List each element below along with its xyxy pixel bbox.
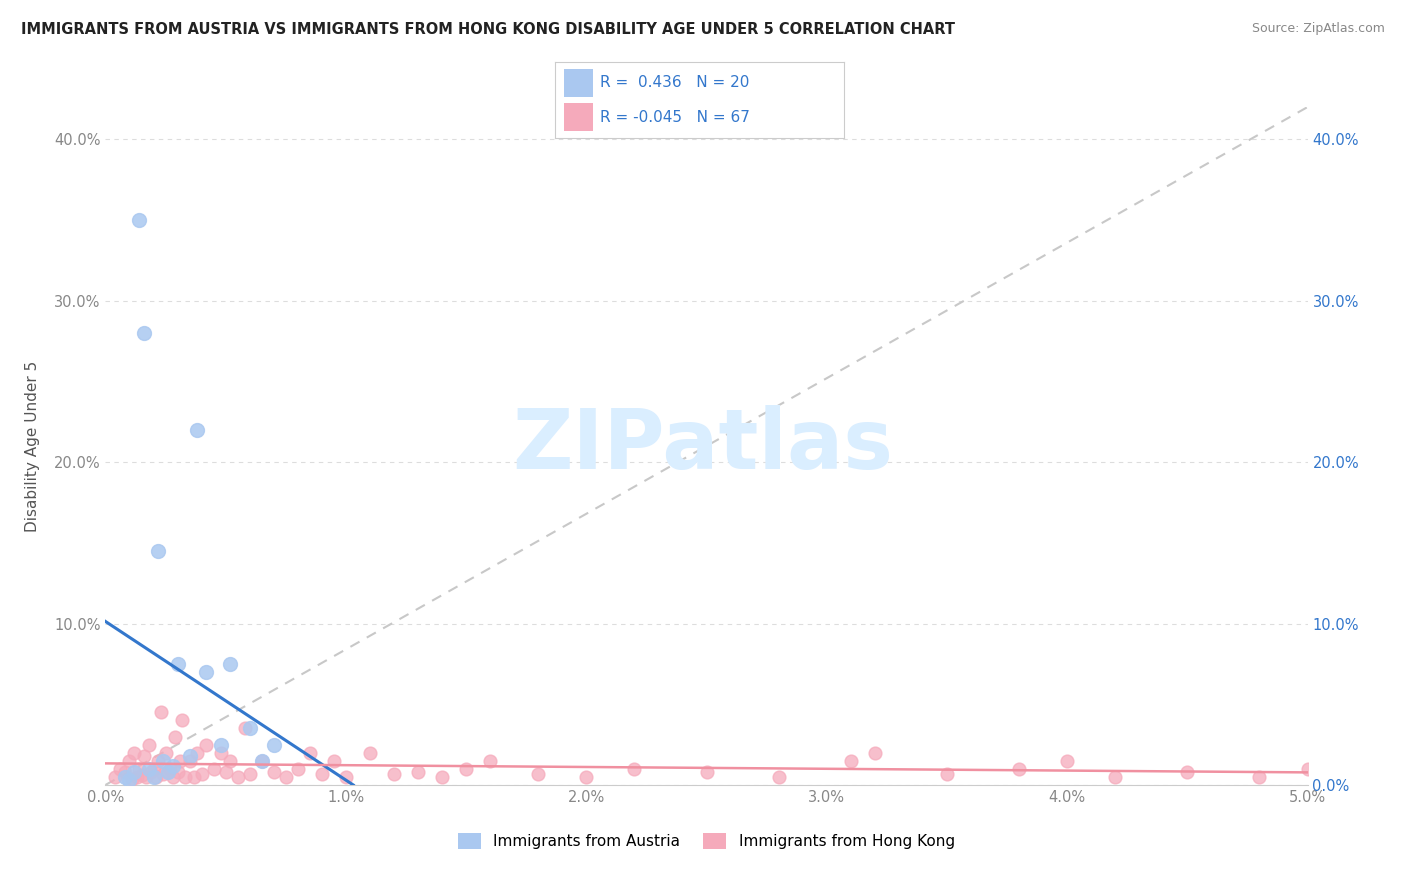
Point: [183, 770, 205, 784]
Point: [121, 772, 143, 786]
Point: [322, 754, 344, 768]
Point: [135, 770, 157, 784]
Point: [186, 746, 208, 760]
Point: [159, 762, 181, 776]
Point: [863, 746, 886, 760]
Point: [165, 730, 187, 744]
Point: [195, 738, 218, 752]
Point: [149, 706, 172, 720]
Point: [287, 762, 309, 776]
Point: [430, 770, 453, 784]
Point: [104, 770, 127, 784]
Text: R =  0.436   N = 20: R = 0.436 N = 20: [600, 76, 749, 90]
Point: [179, 754, 201, 768]
Point: [250, 754, 273, 768]
Point: [162, 770, 184, 784]
Point: [214, 765, 236, 780]
Point: [139, 765, 162, 780]
Point: [172, 714, 194, 728]
Point: [108, 762, 131, 776]
Point: [114, 765, 136, 780]
Point: [239, 722, 262, 736]
Point: [124, 746, 146, 760]
Point: [839, 754, 862, 768]
Legend: Immigrants from Austria, Immigrants from Hong Kong: Immigrants from Austria, Immigrants from…: [453, 827, 960, 855]
Point: [768, 770, 790, 784]
Point: [142, 770, 165, 784]
Point: [131, 768, 153, 782]
Point: [132, 326, 155, 340]
Point: [263, 765, 285, 780]
Point: [166, 765, 188, 780]
Point: [186, 423, 208, 437]
Y-axis label: Disability Age Under 5: Disability Age Under 5: [25, 360, 41, 532]
Point: [298, 746, 321, 760]
Point: [190, 766, 212, 780]
Point: [623, 762, 645, 776]
Point: [239, 766, 262, 780]
Point: [382, 766, 405, 780]
Point: [1008, 762, 1031, 776]
Point: [202, 762, 225, 776]
Point: [118, 754, 141, 768]
Point: [209, 746, 232, 760]
Point: [226, 770, 249, 784]
Point: [575, 770, 598, 784]
Point: [1296, 762, 1319, 776]
Point: [169, 754, 191, 768]
Point: [335, 770, 357, 784]
Point: [179, 748, 201, 763]
Point: [124, 765, 146, 780]
Point: [1249, 770, 1271, 784]
Point: [162, 758, 184, 772]
Text: IMMIGRANTS FROM AUSTRIA VS IMMIGRANTS FROM HONG KONG DISABILITY AGE UNDER 5 CORR: IMMIGRANTS FROM AUSTRIA VS IMMIGRANTS FR…: [21, 22, 955, 37]
Point: [118, 773, 141, 788]
Point: [114, 770, 136, 784]
Text: R = -0.045   N = 67: R = -0.045 N = 67: [600, 110, 749, 125]
Point: [128, 213, 150, 227]
Point: [1056, 754, 1078, 768]
Point: [145, 770, 167, 784]
Point: [936, 766, 959, 780]
Point: [173, 770, 195, 784]
Point: [156, 765, 179, 780]
Point: [233, 722, 256, 736]
Point: [1104, 770, 1126, 784]
Point: [148, 544, 170, 558]
Point: [406, 765, 429, 780]
Point: [219, 657, 242, 671]
Point: [142, 762, 165, 776]
Point: [138, 762, 160, 776]
Point: [152, 766, 174, 780]
Bar: [564, 70, 593, 96]
Point: [1175, 765, 1198, 780]
Point: [125, 770, 148, 784]
Point: [132, 748, 155, 763]
Point: [138, 738, 160, 752]
Point: [456, 762, 478, 776]
Point: [359, 746, 381, 760]
Point: [209, 738, 232, 752]
Text: Source: ZipAtlas.com: Source: ZipAtlas.com: [1251, 22, 1385, 36]
Bar: [564, 103, 593, 130]
Point: [155, 746, 177, 760]
Text: ZIPatlas: ZIPatlas: [513, 406, 893, 486]
Point: [128, 762, 150, 776]
Point: [263, 738, 285, 752]
Point: [250, 754, 273, 768]
Point: [479, 754, 502, 768]
Point: [195, 665, 218, 679]
Point: [156, 765, 179, 780]
Point: [527, 766, 550, 780]
Point: [311, 766, 333, 780]
Point: [152, 754, 174, 768]
Point: [696, 765, 718, 780]
Point: [148, 754, 170, 768]
Point: [166, 657, 188, 671]
Point: [274, 770, 297, 784]
Point: [219, 754, 242, 768]
